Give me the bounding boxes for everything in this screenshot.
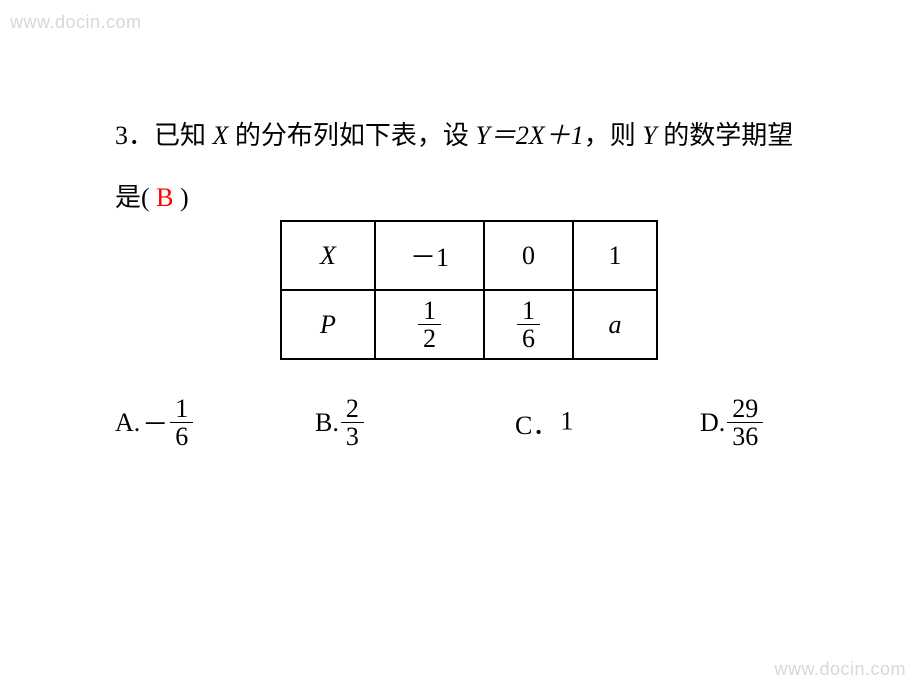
- watermark-top-left: www.docin.com: [10, 12, 142, 33]
- fraction: 2 3: [341, 395, 364, 451]
- fraction: 1 6: [170, 395, 193, 451]
- table-header-c3: 1: [573, 221, 657, 290]
- option-b: B. 2 3: [315, 395, 364, 451]
- table-header-c1: －1: [375, 221, 484, 290]
- option-d-prefix: D.: [700, 408, 725, 438]
- option-c-prefix: C．: [515, 405, 558, 442]
- answer-letter: B: [156, 183, 173, 212]
- fraction-den: 2: [418, 325, 441, 352]
- fraction: 1 2: [418, 297, 441, 353]
- fraction-num: 1: [517, 297, 540, 325]
- question-line2-prefix: 是(: [115, 183, 156, 212]
- fraction-den: 6: [517, 325, 540, 352]
- fraction-den: 3: [341, 423, 364, 450]
- fraction: 29 36: [727, 395, 763, 451]
- question-block: 3．已知 X 的分布列如下表，设 Y＝2X＋1，则 Y 的数学期望 是( B ): [115, 105, 875, 230]
- fraction-num: 1: [170, 395, 193, 423]
- table-header-c2: 0: [484, 221, 573, 290]
- variable-y: Y: [642, 121, 656, 150]
- fraction: 1 6: [517, 297, 540, 353]
- table-prob-c1: 1 2: [375, 290, 484, 359]
- fraction-num: 2: [341, 395, 364, 423]
- question-text-3: ，则: [584, 121, 643, 150]
- table-prob-c3: a: [573, 290, 657, 359]
- question-text-4: 的数学期望: [657, 121, 794, 150]
- fraction-den: 36: [727, 423, 763, 450]
- option-b-prefix: B.: [315, 408, 339, 438]
- question-line2-suffix: ): [174, 183, 189, 212]
- negative-sign: －: [142, 404, 168, 441]
- table-prob-label: P: [281, 290, 375, 359]
- fraction-num: 29: [727, 395, 763, 423]
- table-prob-c2: 1 6: [484, 290, 573, 359]
- distribution-table: X －1 0 1 P 1 2 1 6 a: [280, 220, 658, 360]
- fraction-den: 6: [170, 423, 193, 450]
- option-c: C．1: [515, 405, 573, 442]
- option-c-value: 1: [560, 406, 573, 435]
- watermark-bottom-right: www.docin.com: [774, 659, 906, 680]
- fraction-num: 1: [418, 297, 441, 325]
- table-row: P 1 2 1 6 a: [281, 290, 657, 359]
- option-a: A.－ 1 6: [115, 395, 193, 451]
- option-a-prefix: A.: [115, 408, 140, 438]
- table-header-x: X: [281, 221, 375, 290]
- equation: Y＝2X＋1: [475, 121, 583, 150]
- table-row: X －1 0 1: [281, 221, 657, 290]
- variable-x: X: [213, 121, 229, 150]
- option-d: D. 29 36: [700, 395, 763, 451]
- question-text-2: 的分布列如下表，设: [228, 121, 475, 150]
- question-number: 3．: [115, 121, 154, 150]
- page: www.docin.com 3．已知 X 的分布列如下表，设 Y＝2X＋1，则 …: [0, 0, 920, 690]
- question-text-1: 已知: [154, 121, 213, 150]
